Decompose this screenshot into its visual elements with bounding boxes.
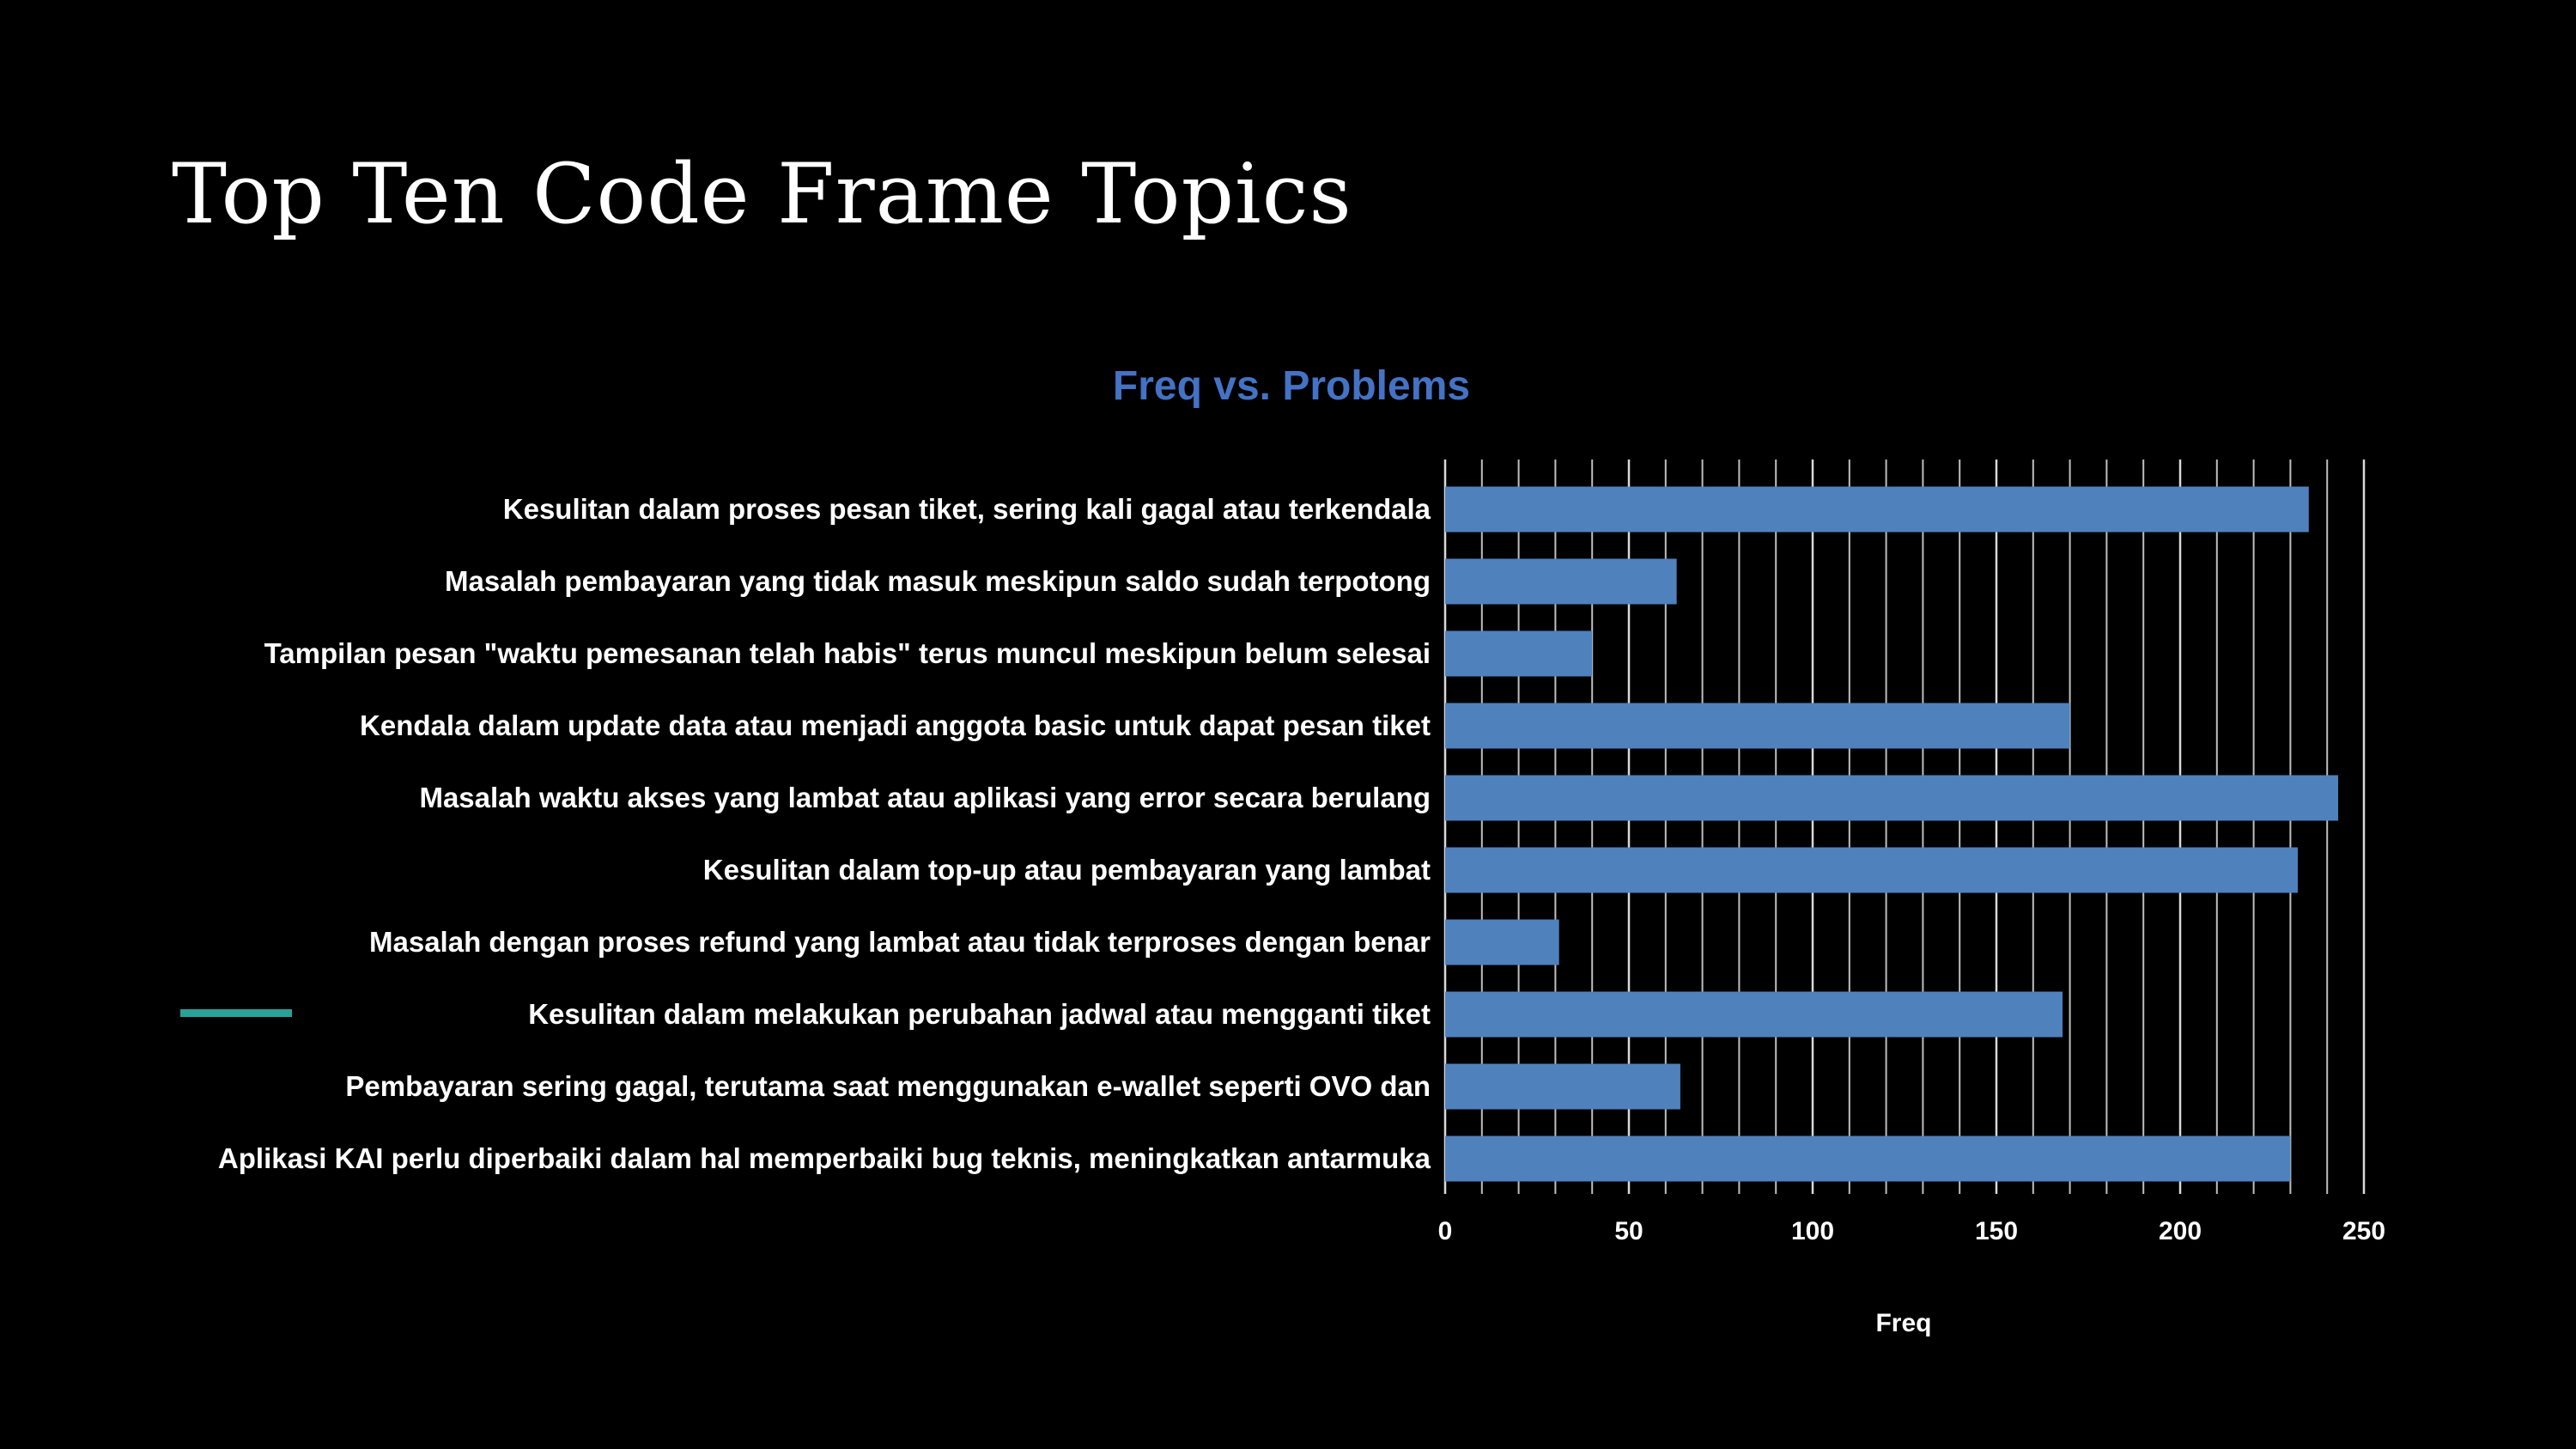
bars	[1445, 486, 2339, 1182]
bar	[1445, 847, 2298, 893]
bar	[1445, 630, 1593, 677]
bar	[1445, 703, 2070, 749]
slide-title: Top Ten Code Frame Topics	[172, 146, 1352, 242]
bar	[1445, 558, 1677, 605]
x-tick-label: 100	[1791, 1217, 1834, 1245]
bar	[1445, 486, 2309, 533]
bar	[1445, 1135, 2291, 1182]
x-axis-ticks: 0 50 100 150 200 250	[1438, 1217, 2385, 1245]
bar	[1445, 775, 2339, 821]
x-axis-title: Freq	[1875, 1309, 1931, 1337]
x-tick-label: 250	[2342, 1217, 2385, 1245]
category-label: Masalah waktu akses yang lambat atau apl…	[419, 782, 1431, 813]
category-label: Kesulitan dalam top-up atau pembayaran y…	[703, 854, 1431, 886]
category-label: Kesulitan dalam proses pesan tiket, seri…	[503, 493, 1431, 525]
category-label: Masalah pembayaran yang tidak masuk mesk…	[445, 565, 1431, 597]
x-tick-label: 150	[1975, 1217, 2018, 1245]
bar	[1445, 991, 2063, 1038]
x-tick-label: 50	[1614, 1217, 1643, 1245]
x-tick-label: 200	[2159, 1217, 2202, 1245]
category-label: Kendala dalam update data atau menjadi a…	[360, 709, 1431, 741]
bar	[1445, 919, 1559, 965]
chart-title: Freq vs. Problems	[1113, 363, 1470, 409]
category-label: Tampilan pesan "waktu pemesanan telah ha…	[264, 637, 1431, 669]
category-label: Kesulitan dalam melakukan perubahan jadw…	[528, 998, 1431, 1030]
category-label: Aplikasi KAI perlu diperbaiki dalam hal …	[218, 1142, 1431, 1174]
category-labels: Kesulitan dalam proses pesan tiket, seri…	[218, 493, 1431, 1174]
bar	[1445, 1063, 1680, 1110]
x-tick-label: 0	[1438, 1217, 1453, 1245]
accent-line	[180, 1009, 292, 1017]
category-label: Masalah dengan proses refund yang lambat…	[369, 926, 1431, 958]
category-label: Pembayaran sering gagal, terutama saat m…	[345, 1070, 1431, 1102]
